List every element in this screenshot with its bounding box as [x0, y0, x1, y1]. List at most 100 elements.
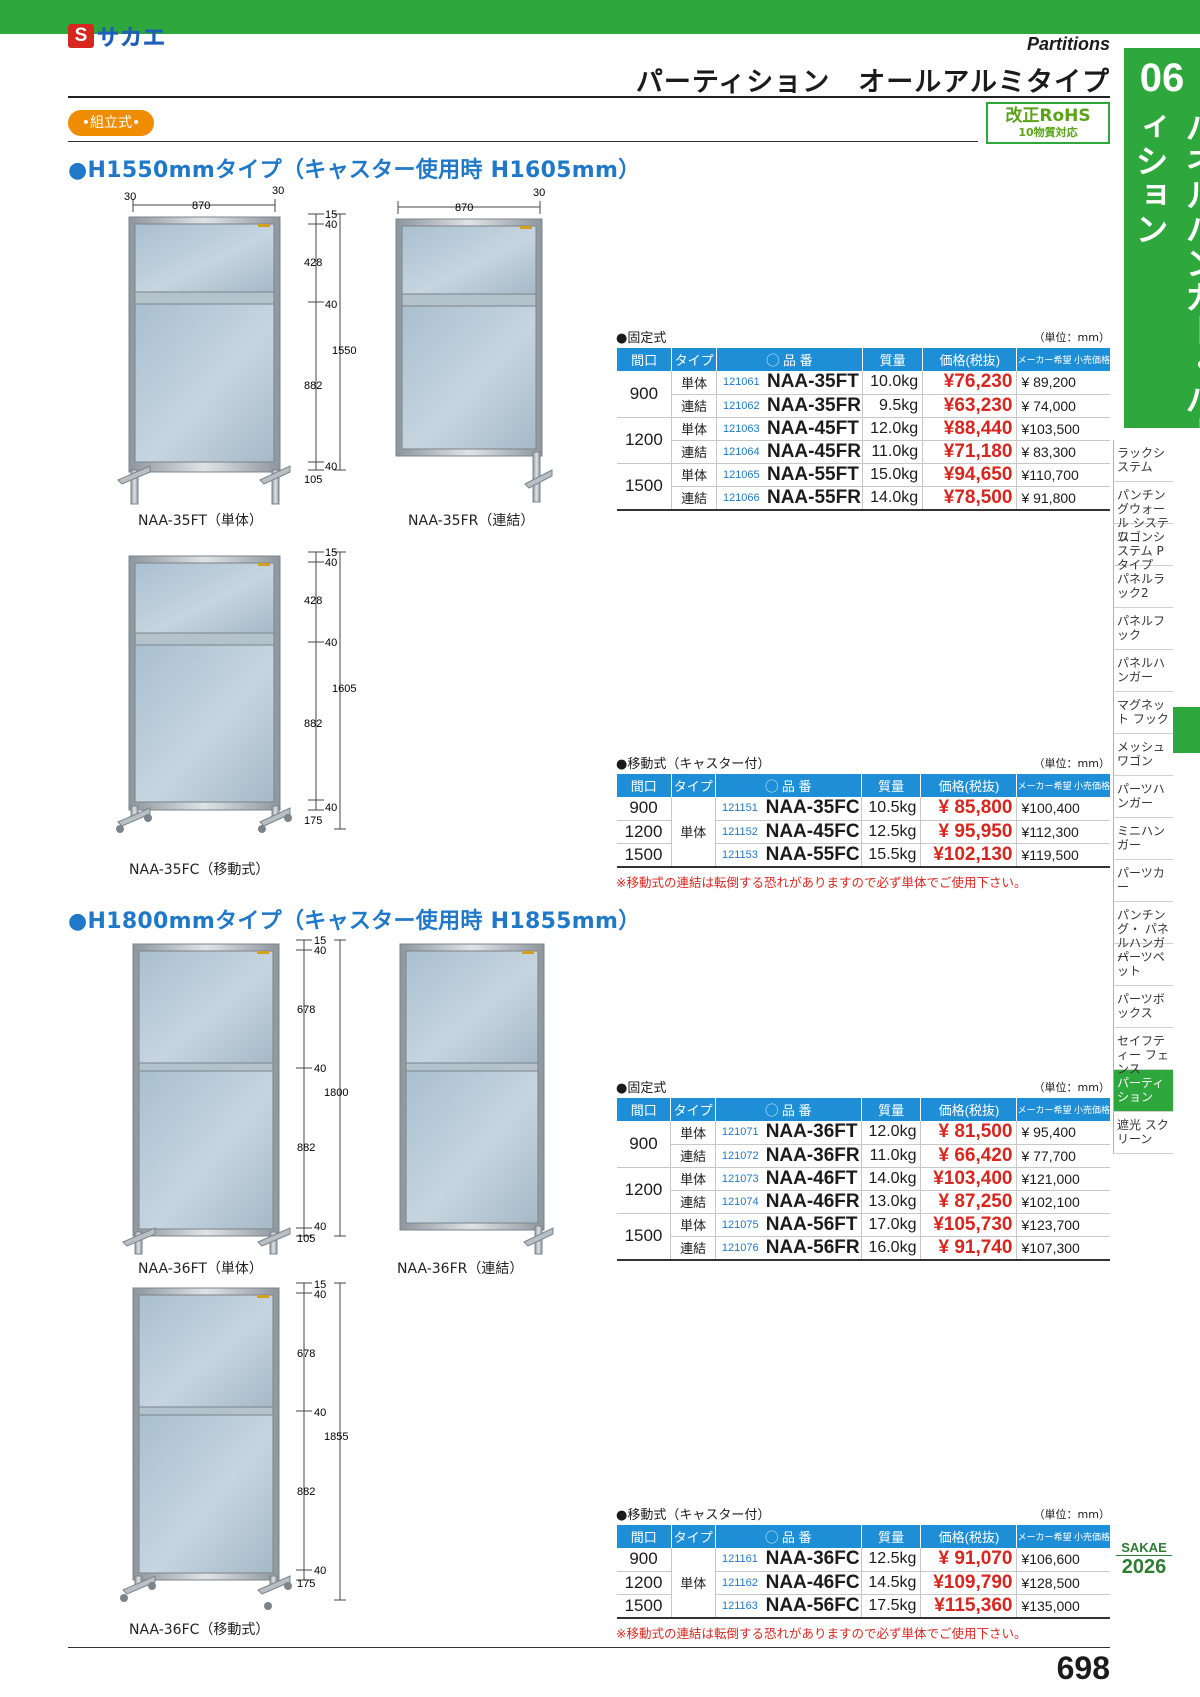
cell-model: NAA-46FT — [763, 1167, 862, 1191]
cell-width: 1200 — [616, 820, 672, 844]
cell-mass: 13.0kg — [861, 1190, 922, 1214]
side-index-item[interactable]: セイフティー フェンス — [1113, 1028, 1173, 1076]
cell-mass: 14.5kg — [861, 1571, 922, 1595]
cell-maker-price: ¥ 95,400 — [1016, 1121, 1110, 1145]
table-fixed-h1800: ●固定式 （単位：mm） 間口 タイプ ◯ 品 番 質量 価格(税抜) メーカー希… — [615, 1077, 1110, 1261]
dim-v-7: 175 — [304, 815, 322, 827]
dim-v-4: 40 — [314, 1407, 326, 1419]
cell-maker-price: ¥103,500 — [1016, 417, 1110, 441]
cell-width: 1200 — [616, 1167, 672, 1214]
cell-code: 121153 — [715, 843, 764, 868]
dim-left: 30 — [124, 191, 136, 203]
cell-width: 1500 — [616, 1594, 672, 1619]
cell-type: 連結 — [670, 1190, 716, 1214]
table-row: 1500 121153 NAA-55FC 15.5kg ¥102,130 ¥119,500 — [616, 843, 1110, 868]
cell-type: 単体 — [670, 1167, 716, 1191]
cell-model: NAA-46FC — [763, 1571, 862, 1595]
side-index-item[interactable]: パーツハンガー — [1113, 776, 1173, 818]
header-width: 間口 — [616, 1525, 672, 1548]
chapter-label: パネルハンガー・パーティション — [1130, 110, 1200, 484]
side-index-item[interactable]: パーツペット — [1113, 944, 1173, 986]
side-index-item[interactable]: パネルラック2 — [1113, 566, 1173, 608]
table-row: 900 単体 121071 NAA-36FT 12.0kg ¥ 81,500 ¥ 95,40… — [616, 1121, 1110, 1168]
side-index-item[interactable]: ラックシステム — [1113, 440, 1173, 482]
header-width: 間口 — [615, 1098, 671, 1121]
dim-right: 30 — [272, 185, 284, 197]
header-part: ◯ 品 番 — [714, 1098, 862, 1121]
table-row: 連結 121062 NAA-35FR 9.5kg ¥63,230 ¥ 74,000 — [617, 394, 1110, 418]
header-part: ◯ 品 番 — [715, 774, 862, 797]
logo-text: サカエ — [97, 26, 167, 52]
section-heading-h1800: ●H1800mmタイプ（キャスター使用時 H1855mm） — [68, 909, 641, 934]
cell-maker-price: ¥ 74,000 — [1016, 394, 1110, 418]
cell-type: 連結 — [670, 1236, 716, 1261]
cell-price: ¥ 66,420 — [920, 1144, 1018, 1168]
dim-v-6: 40 — [314, 1221, 326, 1233]
side-index-item[interactable]: ワゴンシステム Pタイプ — [1113, 524, 1173, 572]
dim-total: 1855 — [324, 1431, 348, 1443]
header-part: ◯ 品 番 — [715, 348, 863, 371]
cell-maker-price: ¥121,000 — [1016, 1167, 1110, 1191]
cell-maker-price: ¥106,600 — [1016, 1548, 1110, 1572]
caption-naa-35fr: NAA-35FR（連結） — [408, 513, 535, 529]
cell-price: ¥109,790 — [920, 1571, 1018, 1595]
dim-v-5: 882 — [304, 718, 322, 730]
dim-v-3: 428 — [304, 595, 322, 607]
cell-maker-price: ¥112,300 — [1016, 820, 1110, 844]
cell-type: 単体 — [671, 371, 717, 395]
side-index-item[interactable]: パーティション — [1113, 1070, 1173, 1112]
side-index-item[interactable]: パネルハンガー — [1113, 650, 1173, 692]
side-index-item[interactable]: パンチングウォール システム — [1113, 482, 1173, 544]
cell-price: ¥63,230 — [922, 394, 1018, 418]
cell-model: NAA-55FR — [764, 486, 864, 511]
page-number: 698 — [1056, 1650, 1110, 1686]
side-index-item[interactable]: メッシュワゴン — [1113, 734, 1173, 776]
dim-v-7: 175 — [297, 1578, 315, 1590]
cell-price: ¥76,230 — [922, 371, 1018, 395]
caption-naa-35fc: NAA-35FC（移動式） — [129, 862, 270, 878]
cell-mass: 17.5kg — [861, 1594, 922, 1619]
dim-width: 870 — [455, 202, 473, 214]
table-mobile-h1800: ●移動式（キャスター付） （単位：mm） 間口 タイプ ◯ 品 番 質量 価格(税… — [616, 1504, 1110, 1642]
header-price: 価格(税抜) — [920, 774, 1017, 797]
dim-v-2: 40 — [325, 219, 337, 231]
side-index-item[interactable]: パンチング・ パネルハンガー — [1113, 902, 1173, 964]
cell-model: NAA-56FC — [763, 1594, 862, 1619]
table-mobile-h1550: ●移動式（キャスター付） （単位：mm） 間口 タイプ ◯ 品 番 質量 価格(税… — [616, 753, 1110, 891]
header-maker-price: メーカー希望 小売価格 — [1016, 1098, 1110, 1121]
cell-type: 連結 — [670, 1144, 716, 1168]
header-type: タイプ — [670, 1525, 716, 1548]
cell-price: ¥71,180 — [922, 440, 1018, 464]
dim-v-5: 882 — [297, 1142, 315, 1154]
section-heading-h1550: ●H1550mmタイプ（キャスター使用時 H1605mm） — [68, 158, 641, 183]
cell-price: ¥115,360 — [920, 1594, 1018, 1619]
cell-maker-price: ¥107,300 — [1016, 1236, 1110, 1261]
cell-width: 1500 — [616, 843, 672, 868]
cell-code: 121073 — [715, 1167, 764, 1191]
header-mass: 質量 — [860, 1098, 921, 1121]
assembly-tag: •組立式• — [68, 110, 154, 136]
side-index-item[interactable]: ミニハンガー — [1113, 818, 1173, 860]
cell-maker-price: ¥102,100 — [1016, 1190, 1110, 1214]
side-index-item[interactable]: パーツボックス — [1113, 986, 1173, 1028]
side-index-item[interactable]: マグネット フック — [1113, 692, 1173, 734]
side-index-item[interactable]: パーツカー — [1113, 860, 1173, 902]
dim-v-1: 15 — [314, 1279, 326, 1291]
cell-width: 900 — [616, 1548, 672, 1572]
cell-type: 単体 — [671, 417, 717, 441]
side-index-item[interactable]: 遮光 スクリーン — [1113, 1112, 1173, 1154]
cell-type: 連結 — [671, 486, 717, 511]
cell-type: 単体 — [671, 1548, 717, 1619]
header-price: 価格(税抜) — [922, 348, 1017, 371]
top-green-bar — [0, 0, 1200, 34]
side-index-item[interactable]: パネルフック — [1113, 608, 1173, 650]
table-row: 1200 121162 NAA-46FC 14.5kg ¥109,790 ¥128,500 — [616, 1571, 1110, 1595]
cell-price: ¥ 95,950 — [920, 820, 1018, 844]
cell-code: 121063 — [716, 417, 765, 441]
header-mass: 質量 — [862, 348, 923, 371]
table-row: 連結 121074 NAA-46FR 13.0kg ¥ 87,250 ¥102,100 — [617, 1190, 1110, 1214]
dim-v-5: 882 — [297, 1486, 315, 1498]
title-divider — [68, 96, 1110, 98]
cell-model: NAA-45FR — [764, 440, 864, 464]
